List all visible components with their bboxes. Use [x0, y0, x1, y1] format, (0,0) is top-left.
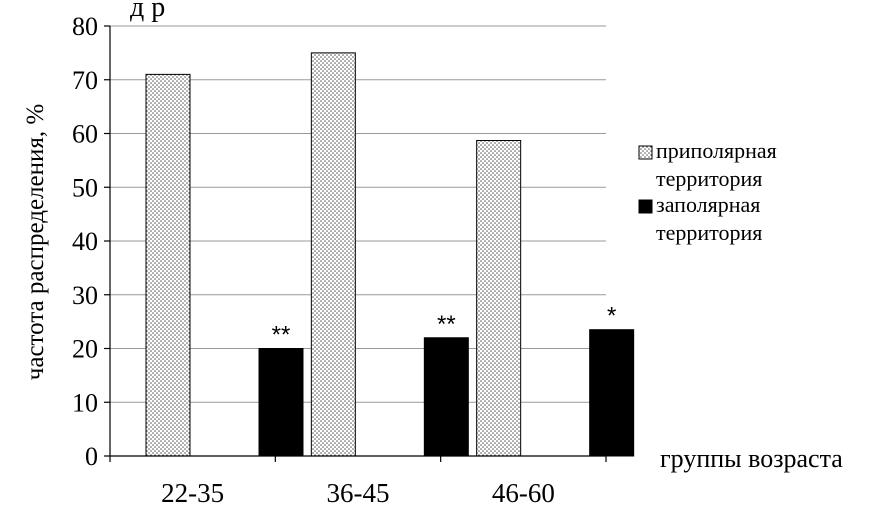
bar	[423, 337, 469, 457]
bars	[145, 52, 635, 457]
significance-marker: **	[272, 322, 291, 349]
bar	[310, 52, 356, 457]
significance-marker: *	[607, 303, 616, 330]
legend-label: приполярная	[656, 138, 777, 163]
x-tick-labels: 22-35 36-45 46-60	[161, 478, 555, 508]
legend-label: территория	[656, 166, 762, 191]
bar	[258, 348, 304, 457]
y-tick-label: 60	[72, 120, 98, 149]
legend: приполярнаятерриториязаполярнаятерритори…	[638, 138, 777, 245]
gridlines	[110, 25, 606, 403]
y-tick-label: 20	[72, 335, 98, 364]
significance-marker: **	[437, 311, 456, 338]
y-tick-label: 70	[72, 66, 98, 95]
bar	[476, 139, 522, 457]
legend-swatch	[638, 145, 653, 160]
y-tick-label: 30	[72, 281, 98, 310]
header-fragment: д р	[130, 0, 165, 23]
x-axis-label: группы возраста	[660, 444, 843, 473]
y-tick-label: 10	[72, 388, 98, 417]
y-tick-label: 0	[85, 442, 98, 471]
legend-label: заполярная	[656, 192, 760, 217]
bar	[145, 73, 191, 457]
y-tick-label: 50	[72, 173, 98, 202]
axis-tick-marks	[104, 25, 607, 462]
bar	[589, 329, 635, 457]
y-axis-label: частота распределения, %	[22, 104, 49, 380]
legend-label: территория	[656, 220, 762, 245]
x-tick-label: 36-45	[327, 478, 390, 508]
significance-annotations: ** ** *	[272, 303, 617, 349]
y-tick-label: 40	[72, 227, 98, 256]
y-tick-label: 80	[72, 12, 98, 41]
x-tick-label: 46-60	[492, 478, 555, 508]
x-tick-label: 22-35	[161, 478, 224, 508]
legend-swatch	[638, 199, 653, 214]
y-tick-labels: 0 10 20 30 40 50 60 70 80	[72, 12, 98, 471]
